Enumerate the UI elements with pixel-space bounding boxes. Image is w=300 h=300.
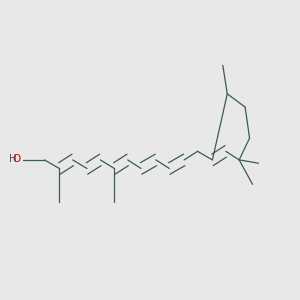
Text: O: O (13, 154, 21, 164)
Text: H: H (9, 154, 17, 164)
